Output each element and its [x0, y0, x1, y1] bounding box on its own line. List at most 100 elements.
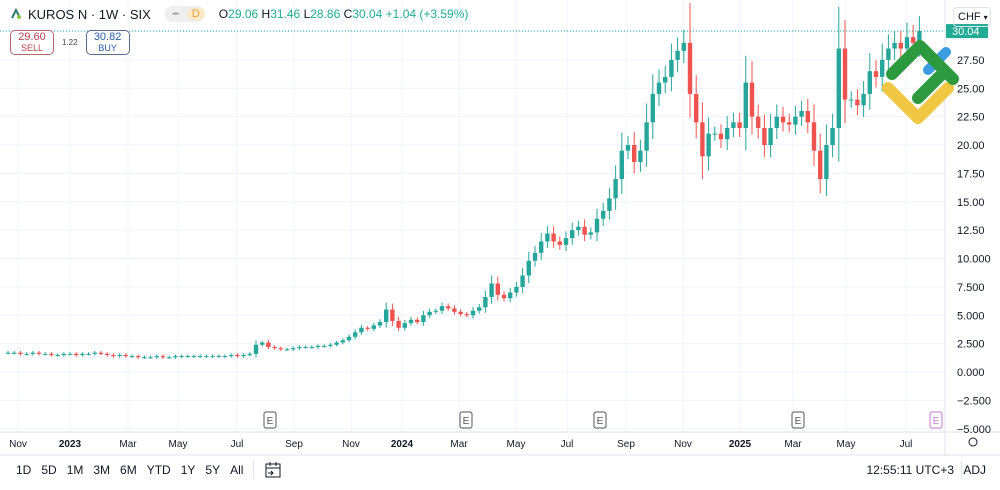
range-3m[interactable]: 3M	[93, 463, 111, 477]
earnings-marker[interactable]	[929, 411, 943, 429]
candle-body	[625, 145, 631, 151]
candle-body	[495, 283, 500, 295]
candle-body	[557, 241, 562, 245]
candle-body	[563, 238, 569, 245]
candle-body	[408, 319, 414, 324]
candle-body	[272, 347, 277, 349]
settings-icon[interactable]	[968, 437, 978, 447]
candle-body	[241, 354, 246, 357]
candle-body	[446, 306, 451, 309]
candle-body	[749, 82, 755, 117]
last-price-tag	[946, 24, 988, 39]
range-5y[interactable]: 5Y	[205, 463, 221, 477]
candle-body	[811, 122, 817, 151]
candle-body	[229, 354, 234, 357]
candle-body	[756, 116, 761, 128]
candle-body	[501, 294, 507, 299]
sell-button[interactable]: 29.60 SELL	[10, 30, 54, 55]
range-5d[interactable]: 5D	[41, 463, 57, 477]
candle-body	[855, 99, 860, 106]
range-ytd[interactable]: YTD	[146, 463, 171, 477]
candle-body	[278, 348, 283, 350]
candle-body	[297, 347, 302, 349]
change-value: +1.04 (+3.59%)	[385, 7, 469, 21]
candle-body	[396, 320, 401, 328]
candle-body	[687, 42, 693, 94]
range-buttons: 1D 5D 1M 3M 6M YTD 1Y 5Y All	[16, 463, 243, 477]
candle-body	[694, 93, 699, 123]
goto-date-calendar-icon[interactable]	[264, 461, 282, 479]
candle-body	[266, 342, 271, 348]
price-tick-label: 5.000	[957, 310, 985, 322]
candle-body	[576, 226, 581, 231]
earnings-marker-label: E	[463, 416, 470, 427]
buy-button[interactable]: 30.82 BUY	[85, 30, 130, 55]
candle-body	[737, 122, 742, 128]
candle-body	[539, 241, 544, 253]
candle-body	[793, 116, 798, 125]
time-tick-label: Nov	[9, 439, 27, 450]
candle-body	[774, 116, 779, 128]
candle-body	[433, 310, 438, 312]
range-1y[interactable]: 1Y	[180, 463, 196, 477]
chevron-down-icon: ▾	[983, 13, 988, 22]
candle-body	[787, 122, 792, 125]
adjust-toggle[interactable]: ADJ	[963, 463, 986, 477]
candle-body	[377, 322, 383, 326]
candle-body	[55, 354, 60, 356]
price-tick-label: 0.000	[957, 367, 985, 379]
price-tick-label: 12.50	[957, 225, 985, 237]
earnings-marker[interactable]	[791, 411, 805, 429]
candle-body	[526, 260, 531, 276]
candle-body	[235, 354, 240, 357]
candle-body	[74, 353, 79, 355]
candle-body	[154, 356, 159, 358]
earnings-marker-label: E	[933, 416, 940, 427]
candle-body	[136, 356, 141, 358]
candle-body	[532, 252, 538, 261]
candle-body	[309, 347, 314, 349]
earnings-marker[interactable]	[459, 411, 473, 429]
range-1m[interactable]: 1M	[66, 463, 84, 477]
candle-body	[346, 336, 352, 341]
candle-body	[371, 325, 376, 329]
candle-body	[824, 145, 829, 180]
candle-body	[439, 306, 445, 311]
candle-body	[656, 82, 662, 94]
candle-body	[712, 133, 717, 135]
price-chart[interactable]: 27.50 25.00 22.50 20.00 17.50 15.00 12.50 10.00…	[0, 0, 1000, 456]
range-6m[interactable]: 6M	[120, 463, 137, 477]
candle-body	[204, 356, 209, 358]
candle-body	[880, 59, 885, 77]
candle-body	[384, 309, 389, 323]
candle-body	[570, 230, 575, 239]
time-tick-label: May	[169, 439, 188, 450]
candle-body	[551, 233, 556, 242]
candle-body	[842, 48, 848, 100]
candle-body	[61, 353, 66, 355]
visibility-toggle[interactable]: ━ D	[164, 6, 205, 22]
candle-body	[92, 352, 97, 354]
earnings-marker[interactable]	[263, 411, 277, 429]
candle-body	[892, 42, 897, 49]
candle-body	[867, 71, 872, 94]
currency-select[interactable]: CHF ▾	[953, 7, 991, 27]
symbol-title[interactable]: KUROS N · 1W · SIX	[28, 6, 151, 22]
clock[interactable]: 12:55:11 UTC+3	[866, 463, 955, 477]
candle-body	[508, 292, 513, 299]
candle-body	[594, 218, 600, 233]
price-tick-label: 22.50	[957, 112, 985, 124]
candle-body	[601, 210, 606, 219]
time-tick-label: 2024	[391, 439, 414, 450]
candle-body	[49, 353, 54, 355]
candle-body	[582, 226, 587, 235]
candle-body	[24, 353, 29, 355]
candle-body	[470, 310, 476, 316]
candle-body	[663, 76, 668, 83]
range-all[interactable]: All	[230, 463, 244, 477]
candle-body	[886, 48, 891, 60]
price-tick-label: 27.50	[957, 55, 985, 67]
time-tick-label: Mar	[784, 439, 802, 450]
earnings-marker[interactable]	[593, 411, 607, 429]
range-1d[interactable]: 1D	[16, 463, 32, 477]
